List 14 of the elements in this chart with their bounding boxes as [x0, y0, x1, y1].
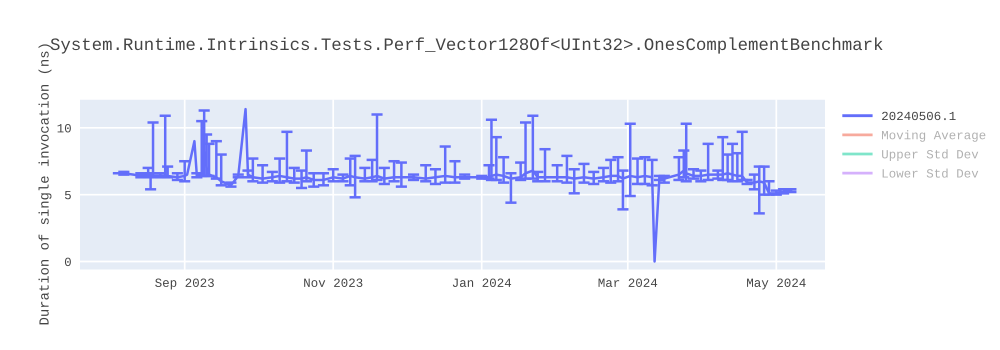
legend-label: Moving Average — [882, 130, 986, 142]
chart-title: System.Runtime.Intrinsics.Tests.Perf_Vector128Of<UInt32>.OnesComplementBenchmark — [50, 37, 883, 54]
x-tick-label: May 2024 — [747, 278, 806, 290]
y-tick-label: 0 — [64, 258, 71, 266]
legend-label: 20240506.1 — [882, 112, 956, 120]
legend-label: Upper Std Dev — [882, 149, 978, 161]
x-tick-label: Mar 2024 — [598, 278, 658, 288]
x-tick-label: Nov 2023 — [304, 278, 362, 288]
y-tick-label: 10 — [58, 124, 71, 132]
y-axis-title: Duration of single invocation (ns) — [38, 44, 52, 324]
x-tick-label: Jan 2024 — [452, 278, 512, 288]
x-tick-label: Sep 2023 — [155, 278, 214, 290]
y-tick-label: 5 — [64, 190, 71, 200]
legend-label: Lower Std Dev — [882, 168, 978, 178]
